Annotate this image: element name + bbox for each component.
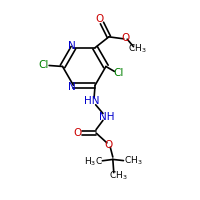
Text: O: O [104, 140, 113, 150]
Text: O: O [121, 33, 129, 43]
Text: H$_3$C: H$_3$C [84, 156, 103, 168]
Text: HN: HN [84, 96, 99, 106]
Text: CH$_3$: CH$_3$ [124, 155, 143, 167]
Text: CH$_3$: CH$_3$ [128, 43, 147, 55]
Text: O: O [74, 128, 82, 138]
Text: Cl: Cl [39, 60, 49, 70]
Text: CH$_3$: CH$_3$ [109, 170, 127, 182]
Text: NH: NH [99, 112, 114, 122]
Text: N: N [68, 82, 76, 92]
Text: O: O [95, 14, 104, 24]
Text: Cl: Cl [114, 68, 124, 78]
Text: N: N [68, 41, 76, 51]
